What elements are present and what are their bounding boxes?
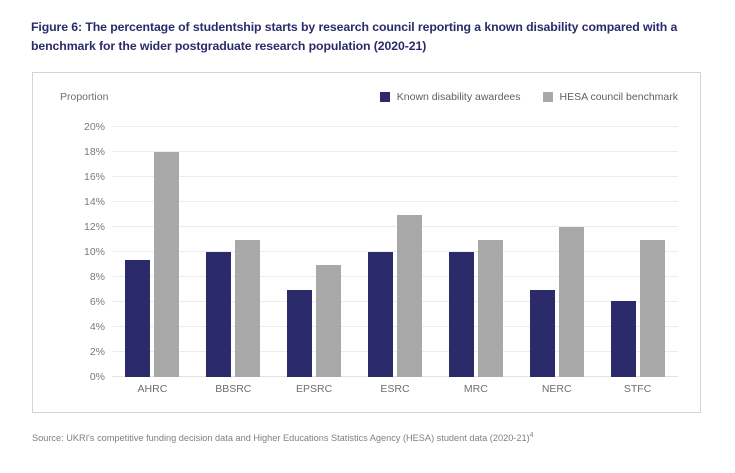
- bar-group-nerc: [516, 127, 597, 377]
- y-axis-tick-label: 18%: [83, 146, 105, 158]
- chart-legend: Known disability awardees HESA council b…: [379, 91, 678, 103]
- y-axis-tick-label: 16%: [83, 171, 105, 183]
- x-axis-label-ahrc: AHRC: [137, 383, 168, 395]
- y-axis-tick-label: 6%: [89, 296, 105, 308]
- bar-group-epsrc: [274, 127, 355, 377]
- gridline-0%: [112, 376, 678, 377]
- gridline-2%: [112, 351, 678, 352]
- gridline-6%: [112, 301, 678, 302]
- y-axis-tick-label: 0%: [89, 371, 105, 383]
- bar-bbsrc-series-0[interactable]: [206, 252, 232, 377]
- source-footnote-marker: 4: [529, 432, 534, 439]
- x-axis-label-mrc: MRC: [463, 383, 488, 395]
- y-axis-tick-label: 4%: [89, 321, 105, 333]
- x-axis-label-bbsrc: BBSRC: [215, 383, 252, 395]
- legend-item-known-disability-awardees[interactable]: Known disability awardees: [379, 91, 521, 103]
- legend-item-hesa-council-benchmark[interactable]: HESA council benchmark: [542, 91, 678, 103]
- bar-stfc-series-1[interactable]: [639, 239, 665, 377]
- bar-mrc-series-0[interactable]: [448, 252, 474, 377]
- bar-bbsrc-series-1[interactable]: [235, 239, 261, 377]
- y-axis-tick-label: 12%: [83, 221, 105, 233]
- bar-esrc-series-1[interactable]: [397, 214, 422, 377]
- gridline-8%: [112, 276, 678, 277]
- x-axis-label-esrc: ESRC: [380, 383, 410, 395]
- y-axis-tick-label: 20%: [83, 121, 105, 133]
- gridline-10%: [112, 251, 678, 252]
- gridline-12%: [112, 226, 678, 227]
- bar-nerc-series-1[interactable]: [558, 227, 584, 377]
- gridline-4%: [112, 326, 678, 327]
- legend-swatch-icon-series-0: [379, 92, 390, 102]
- bar-ahrc-series-1[interactable]: [154, 152, 180, 377]
- bar-groups: [112, 127, 678, 377]
- y-axis-title: Proportion: [60, 91, 109, 103]
- chart-panel: Proportion Known disability awardees HES…: [32, 72, 701, 413]
- gridline-18%: [112, 151, 678, 152]
- legend-label-series-1: HESA council benchmark: [559, 91, 678, 103]
- legend-label-series-0: Known disability awardees: [396, 91, 521, 103]
- bar-epsrc-series-0[interactable]: [287, 289, 313, 377]
- y-axis-tick-label: 14%: [83, 196, 105, 208]
- x-axis-label-stfc: STFC: [623, 383, 652, 395]
- plot-area: 0% 2% 4% 6% 8% 10% 12% 14% 16% 18% 20%: [84, 121, 678, 383]
- bar-group-bbsrc: [193, 127, 274, 377]
- bar-group-mrc: [435, 127, 516, 377]
- bar-epsrc-series-1[interactable]: [316, 264, 342, 377]
- bar-esrc-series-0[interactable]: [368, 252, 393, 377]
- bar-group-stfc: [597, 127, 678, 377]
- source-note-text: Source: UKRI's competitive funding decis…: [32, 433, 530, 444]
- gridline-14%: [112, 201, 678, 202]
- y-axis-tick-label: 2%: [89, 346, 105, 358]
- figure-title: Figure 6: The percentage of studentship …: [31, 20, 678, 53]
- gridline-16%: [112, 176, 678, 177]
- bar-mrc-series-1[interactable]: [477, 239, 503, 377]
- bar-nerc-series-0[interactable]: [529, 289, 555, 377]
- y-axis-tick-label: 10%: [83, 246, 105, 258]
- x-axis-labels: AHRC BBSRC EPSRC ESRC MRC NERC STFC: [112, 383, 678, 395]
- gridline-20%: [112, 126, 678, 127]
- x-axis-label-epsrc: EPSRC: [296, 383, 333, 395]
- bar-stfc-series-0[interactable]: [610, 300, 636, 377]
- bar-group-esrc: [355, 127, 436, 377]
- y-axis-tick-label: 8%: [89, 271, 105, 283]
- plot-wrapper: 0% 2% 4% 6% 8% 10% 12% 14% 16% 18% 20% AHRC BBSRC EP…: [33, 73, 700, 412]
- legend-swatch-icon-series-1: [542, 92, 553, 102]
- bar-group-ahrc: [112, 127, 193, 377]
- bar-ahrc-series-0[interactable]: [125, 259, 151, 377]
- source-note: Source: UKRI's competitive funding decis…: [32, 432, 534, 443]
- x-axis-label-nerc: NERC: [541, 383, 572, 395]
